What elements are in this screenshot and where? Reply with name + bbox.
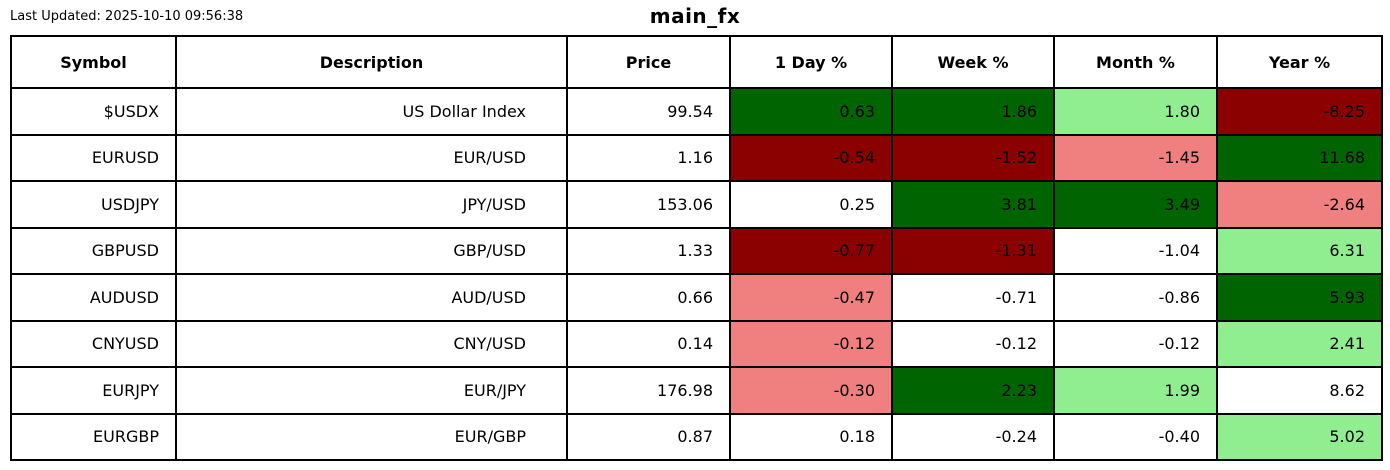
table-row: GBPUSD GBP/USD 1.33 -0.77 -1.31 -1.04 6.31 <box>10 226 1383 275</box>
month-pct-cell: 1.99 <box>1053 366 1218 415</box>
table-row: $USDX US Dollar Index 99.54 0.63 1.86 1.80 -8.… <box>10 87 1383 136</box>
day-pct-cell: 0.25 <box>729 180 893 229</box>
symbol-cell: EURGBP <box>10 412 177 461</box>
week-pct-cell: -0.12 <box>891 319 1055 368</box>
fx-table: Symbol Description Price 1 Day % Week % … <box>10 35 1383 461</box>
day-pct-cell: -0.77 <box>729 226 893 275</box>
price-cell: 99.54 <box>566 87 731 136</box>
day-pct-cell: -0.30 <box>729 366 893 415</box>
symbol-cell: USDJPY <box>10 180 177 229</box>
table-row: CNYUSD CNY/USD 0.14 -0.12 -0.12 -0.12 2.41 <box>10 319 1383 368</box>
day-pct-cell: 0.63 <box>729 87 893 136</box>
week-pct-cell: -1.52 <box>891 133 1055 182</box>
price-cell: 176.98 <box>566 366 731 415</box>
table-row: AUDUSD AUD/USD 0.66 -0.47 -0.71 -0.86 5.93 <box>10 273 1383 322</box>
description-cell: GBP/USD <box>175 226 568 275</box>
col-header-week-pct: Week % <box>891 35 1055 89</box>
description-cell: JPY/USD <box>175 180 568 229</box>
week-pct-cell: 2.23 <box>891 366 1055 415</box>
price-cell: 153.06 <box>566 180 731 229</box>
year-pct-cell: 6.31 <box>1216 226 1383 275</box>
day-pct-cell: -0.47 <box>729 273 893 322</box>
month-pct-cell: -0.86 <box>1053 273 1218 322</box>
page-title: main_fx <box>649 4 741 28</box>
price-cell: 1.16 <box>566 133 731 182</box>
description-cell: AUD/USD <box>175 273 568 322</box>
table-row: EURGBP EUR/GBP 0.87 0.18 -0.24 -0.40 5.02 <box>10 412 1383 461</box>
symbol-cell: CNYUSD <box>10 319 177 368</box>
col-header-description: Description <box>175 35 568 89</box>
price-cell: 0.87 <box>566 412 731 461</box>
week-pct-cell: -0.24 <box>891 412 1055 461</box>
year-pct-cell: 11.68 <box>1216 133 1383 182</box>
col-header-symbol: Symbol <box>10 35 177 89</box>
price-cell: 0.14 <box>566 319 731 368</box>
col-header-year-pct: Year % <box>1216 35 1383 89</box>
description-cell: EUR/JPY <box>175 366 568 415</box>
col-header-price: Price <box>566 35 731 89</box>
month-pct-cell: -0.40 <box>1053 412 1218 461</box>
description-cell: CNY/USD <box>175 319 568 368</box>
year-pct-cell: -8.25 <box>1216 87 1383 136</box>
month-pct-cell: 1.80 <box>1053 87 1218 136</box>
symbol-cell: EURUSD <box>10 133 177 182</box>
year-pct-cell: -2.64 <box>1216 180 1383 229</box>
month-pct-cell: -0.12 <box>1053 319 1218 368</box>
table-row: USDJPY JPY/USD 153.06 0.25 3.81 3.49 -2.64 <box>10 180 1383 229</box>
year-pct-cell: 5.02 <box>1216 412 1383 461</box>
day-pct-cell: -0.54 <box>729 133 893 182</box>
last-updated-text: Last Updated: 2025-10-10 09:56:38 <box>10 9 244 24</box>
price-cell: 1.33 <box>566 226 731 275</box>
description-cell: EUR/GBP <box>175 412 568 461</box>
table-row: EURUSD EUR/USD 1.16 -0.54 -1.52 -1.45 11.68 <box>10 133 1383 182</box>
symbol-cell: GBPUSD <box>10 226 177 275</box>
month-pct-cell: -1.04 <box>1053 226 1218 275</box>
year-pct-cell: 5.93 <box>1216 273 1383 322</box>
day-pct-cell: -0.12 <box>729 319 893 368</box>
symbol-cell: $USDX <box>10 87 177 136</box>
week-pct-cell: 1.86 <box>891 87 1055 136</box>
day-pct-cell: 0.18 <box>729 412 893 461</box>
week-pct-cell: -1.31 <box>891 226 1055 275</box>
col-header-month-pct: Month % <box>1053 35 1218 89</box>
symbol-cell: EURJPY <box>10 366 177 415</box>
month-pct-cell: -1.45 <box>1053 133 1218 182</box>
week-pct-cell: -0.71 <box>891 273 1055 322</box>
description-cell: US Dollar Index <box>175 87 568 136</box>
table-header-row: Symbol Description Price 1 Day % Week % … <box>10 35 1383 89</box>
month-pct-cell: 3.49 <box>1053 180 1218 229</box>
table-row: EURJPY EUR/JPY 176.98 -0.30 2.23 1.99 8.62 <box>10 366 1383 415</box>
col-header-day-pct: 1 Day % <box>729 35 893 89</box>
price-cell: 0.66 <box>566 273 731 322</box>
year-pct-cell: 8.62 <box>1216 366 1383 415</box>
description-cell: EUR/USD <box>175 133 568 182</box>
week-pct-cell: 3.81 <box>891 180 1055 229</box>
year-pct-cell: 2.41 <box>1216 319 1383 368</box>
symbol-cell: AUDUSD <box>10 273 177 322</box>
